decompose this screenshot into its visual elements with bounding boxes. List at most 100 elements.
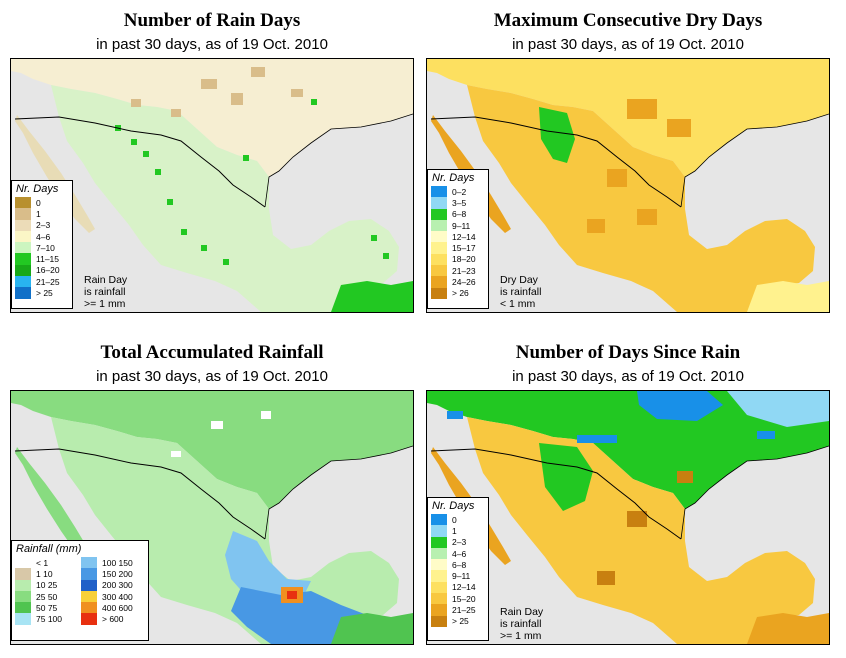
legend-label: > 25	[36, 288, 53, 299]
legend-swatch	[431, 581, 447, 594]
panel-title: Number of Rain Days	[123, 10, 301, 31]
rain-days-map	[10, 58, 414, 313]
central-america	[331, 613, 413, 644]
legend-swatch	[431, 525, 447, 537]
rainfall-peak-inner	[287, 591, 297, 599]
legend-item: 300 400	[78, 590, 144, 603]
legend-swatch	[15, 197, 31, 209]
legend-swatch	[81, 568, 97, 580]
dry-days-map	[426, 58, 830, 313]
legend-label: > 26	[452, 288, 469, 299]
panel-subtitle: in past 30 days, as of 19 Oct. 2010	[96, 36, 328, 53]
legend-label: 12–14	[452, 231, 476, 242]
legend-label: 1 10	[36, 568, 53, 579]
legend-label: 11–15	[36, 254, 60, 265]
legend-label: 4–6	[452, 548, 467, 559]
note-line: Rain Day	[500, 606, 544, 618]
legend-item: 15–20	[428, 593, 488, 605]
legend-label: 24–26	[452, 277, 476, 288]
legend-item: 0–2	[428, 186, 488, 198]
legend-item: 4–6	[12, 230, 72, 243]
legend-swatch	[431, 197, 447, 209]
legend-swatch	[81, 613, 97, 625]
coastline	[264, 113, 413, 208]
legend-item: 10 25	[12, 579, 78, 591]
interior-green	[539, 443, 593, 511]
legend-label: 25 50	[36, 591, 58, 602]
legend-swatch	[431, 287, 447, 299]
legend-swatch	[431, 265, 447, 277]
legend-swatch	[431, 536, 447, 548]
recent-rain-north	[637, 391, 723, 421]
legend-label: 15–17	[452, 243, 476, 254]
very-dry-patches	[587, 99, 691, 233]
panel-title: Total Accumulated Rainfall	[100, 342, 324, 363]
no-rain-patches	[171, 411, 271, 457]
legend-swatch	[15, 230, 31, 243]
legend-label: 15–20	[452, 593, 476, 604]
legend-label: 400 600	[102, 602, 133, 613]
definition-note: Rain Day is rainfall >= 1 mm	[500, 606, 543, 642]
legend-swatch	[15, 219, 31, 231]
legend-label: > 25	[452, 616, 469, 627]
note-line: is rainfall	[500, 286, 542, 298]
legend-item: 25 50	[12, 590, 78, 603]
legend-swatch	[15, 602, 31, 614]
long-dry-patches	[597, 471, 693, 585]
legend-item: 4–6	[428, 547, 488, 560]
legend-label: 10 25	[36, 580, 58, 591]
legend-swatch	[15, 253, 31, 265]
legend-label: 18–20	[452, 254, 476, 265]
legend-item: > 600	[78, 613, 144, 625]
legend-label: 300 400	[102, 591, 133, 602]
legend-item: 50 75	[12, 602, 78, 614]
legend-label: 0	[36, 197, 41, 208]
note-line: >= 1 mm	[500, 630, 542, 642]
legend-swatch	[81, 579, 97, 591]
legend: Nr. Days 0 1 2–3 4–6 7–10 11–15 16–20 21–25 > 25	[11, 180, 73, 309]
legend-item: 21–23	[428, 265, 488, 277]
days-since-rain-map	[426, 390, 830, 645]
legend-label: 0	[452, 514, 457, 525]
legend-label: 16–20	[36, 265, 60, 276]
legend-item: 1 10	[12, 568, 78, 580]
legend-swatch	[15, 242, 31, 254]
legend-swatch	[15, 613, 31, 625]
legend-column-right: 100 150 150 200 200 300 300 400 400 600 > 600	[78, 557, 144, 625]
legend-rows: 0 1 2–3 4–6 6–8 9–11 12–14 15–20 21–25 > 25	[428, 514, 488, 627]
legend-item: 24–26	[428, 276, 488, 288]
legend-label: 150 200	[102, 568, 133, 579]
gulf-coast-wet	[225, 531, 311, 605]
legend-swatch	[431, 514, 447, 526]
legend-item: 21–25	[428, 604, 488, 616]
legend-label: > 600	[102, 614, 124, 625]
legend-item: 16–20	[12, 264, 72, 277]
legend-swatch	[431, 604, 447, 616]
definition-note: Dry Day is rainfall < 1 mm	[500, 274, 541, 310]
total-rainfall-panel: Total Accumulated Rainfall in past 30 da…	[10, 332, 414, 652]
baja-california	[15, 115, 95, 233]
central-america	[747, 613, 829, 644]
legend-swatch	[81, 557, 97, 569]
baja-california	[15, 447, 95, 565]
legend-swatch	[431, 186, 447, 198]
legend-item: 9–11	[428, 570, 488, 582]
legend-item: 12–14	[428, 231, 488, 243]
note-line: is rainfall	[500, 618, 542, 630]
legend-item: 2–3	[12, 219, 72, 231]
legend-swatch	[431, 559, 447, 571]
legend-swatch	[15, 287, 31, 299]
legend-swatch	[431, 615, 447, 627]
legend-label: 21–25	[452, 605, 476, 616]
total-rainfall-map	[10, 390, 414, 645]
legend-label: 9–11	[452, 571, 471, 582]
legend-item: > 25	[12, 287, 72, 299]
legend-swatch	[431, 231, 447, 243]
legend-swatch	[81, 590, 97, 603]
legend-swatch	[431, 570, 447, 582]
dry-days-panel: Maximum Consecutive Dry Days in past 30 …	[426, 0, 830, 320]
legend-label: 6–8	[452, 559, 467, 570]
note-line: Rain Day	[84, 274, 128, 286]
legend-item: 400 600	[78, 602, 144, 614]
